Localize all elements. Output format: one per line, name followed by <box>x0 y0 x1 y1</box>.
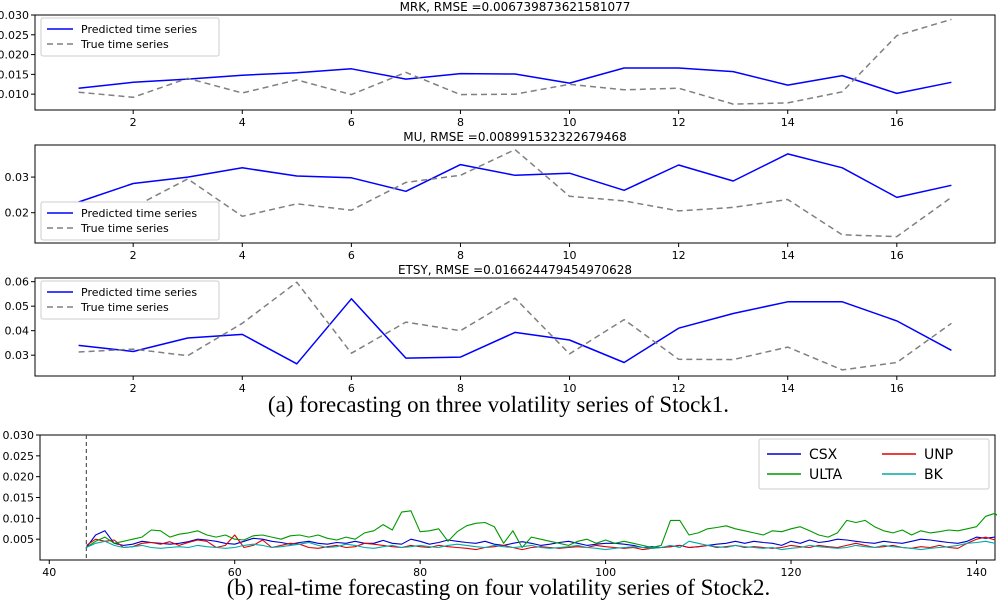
caption-b: (b) real-time forecasting on four volati… <box>226 575 771 600</box>
stock2-x-tick-label: 40 <box>42 566 56 579</box>
mrk-x-tick-label: 8 <box>457 116 464 129</box>
stock2-legend-label: BK <box>924 467 944 483</box>
mu-x-tick-label: 16 <box>890 249 904 262</box>
stock2-x-tick-label: 100 <box>595 566 616 579</box>
stock2-x-tick-label: 140 <box>966 566 987 579</box>
mu-y-tick-label: 0.02 <box>5 207 30 220</box>
etsy-x-tick-label: 8 <box>457 382 464 395</box>
stock2-y-tick-label: 0.010 <box>3 512 35 525</box>
stock2-y-tick-label: 0.025 <box>3 450 35 463</box>
etsy-x-tick-label: 2 <box>130 382 137 395</box>
etsy-x-tick-label: 16 <box>890 382 904 395</box>
stock2-y-tick-label: 0.030 <box>3 429 35 442</box>
mu-x-tick-label: 4 <box>239 249 246 262</box>
stock2-x-tick-label: 120 <box>781 566 802 579</box>
etsy-legend-label: Predicted time series <box>81 286 197 299</box>
stock2-legend-label: ULTA <box>809 467 843 483</box>
mrk-legend-label: Predicted time series <box>81 23 197 36</box>
stock2-y-tick-label: 0.015 <box>3 492 35 505</box>
mu-x-tick-label: 10 <box>563 249 577 262</box>
mu-legend-label: Predicted time series <box>81 207 197 220</box>
mrk-y-tick-label: 0.030 <box>0 9 29 22</box>
etsy-y-tick-label: 0.05 <box>5 300 30 313</box>
mrk-x-tick-label: 14 <box>781 116 795 129</box>
mu-x-tick-label: 2 <box>130 249 137 262</box>
mu-legend-label: True time series <box>80 222 169 235</box>
etsy-y-tick-label: 0.06 <box>5 276 30 289</box>
mrk-x-tick-label: 16 <box>890 116 904 129</box>
stock2-y-tick-label: 0.005 <box>3 533 35 546</box>
etsy-y-tick-label: 0.04 <box>5 325 30 338</box>
mu-x-tick-label: 12 <box>672 249 686 262</box>
mrk-y-tick-label: 0.025 <box>0 29 29 42</box>
mrk-series-true-time-series <box>78 18 952 105</box>
stock2-legend-label: UNP <box>924 447 953 463</box>
mrk-y-tick-label: 0.015 <box>0 68 29 81</box>
stock2-x-tick-label: 60 <box>228 566 242 579</box>
mu-chart-title: MU, RMSE =0.008991532322679468 <box>403 130 626 144</box>
mrk-y-tick-label: 0.020 <box>0 49 29 62</box>
mrk-y-tick-label: 0.010 <box>0 88 29 101</box>
mrk-x-tick-label: 10 <box>563 116 577 129</box>
etsy-series-true-time-series <box>78 281 952 371</box>
stock2-legend-box <box>758 438 990 490</box>
etsy-chart-title: ETSY, RMSE =0.016624479454970628 <box>398 263 632 277</box>
caption-a: (a) forecasting on three volatility seri… <box>267 392 730 417</box>
etsy-x-tick-label: 4 <box>239 382 246 395</box>
etsy-x-tick-label: 12 <box>672 382 686 395</box>
etsy-legend-label: True time series <box>80 301 169 314</box>
etsy-x-tick-label: 10 <box>563 382 577 395</box>
mrk-chart-title: MRK, RMSE =0.006739873621581077 <box>400 0 631 14</box>
etsy-y-tick-label: 0.03 <box>5 349 30 362</box>
etsy-x-tick-label: 6 <box>348 382 355 395</box>
mrk-x-tick-label: 2 <box>130 116 137 129</box>
mu-legend-box <box>40 201 220 241</box>
mu-y-tick-label: 0.03 <box>5 171 30 184</box>
stock2-legend-label: CSX <box>809 447 838 463</box>
mrk-legend-label: True time series <box>80 38 169 51</box>
stock2-series-csx <box>85 530 996 549</box>
stock2-y-tick-label: 0.020 <box>3 471 35 484</box>
mu-series-predicted-time-series <box>78 153 952 203</box>
mu-x-tick-label: 6 <box>348 249 355 262</box>
mu-series-true-time-series <box>78 148 952 238</box>
etsy-series-predicted-time-series <box>78 298 952 365</box>
mrk-x-tick-label: 6 <box>348 116 355 129</box>
etsy-legend-box <box>40 280 220 320</box>
stock2-series-ulta <box>86 510 997 549</box>
mrk-series-predicted-time-series <box>78 67 952 95</box>
stock2-series-bk <box>86 540 996 551</box>
mrk-x-tick-label: 4 <box>239 116 246 129</box>
mu-x-tick-label: 14 <box>781 249 795 262</box>
stock2-x-tick-label: 80 <box>413 566 427 579</box>
mrk-legend-box <box>40 17 220 57</box>
mrk-x-tick-label: 12 <box>672 116 686 129</box>
mu-x-tick-label: 8 <box>457 249 464 262</box>
etsy-x-tick-label: 14 <box>781 382 795 395</box>
